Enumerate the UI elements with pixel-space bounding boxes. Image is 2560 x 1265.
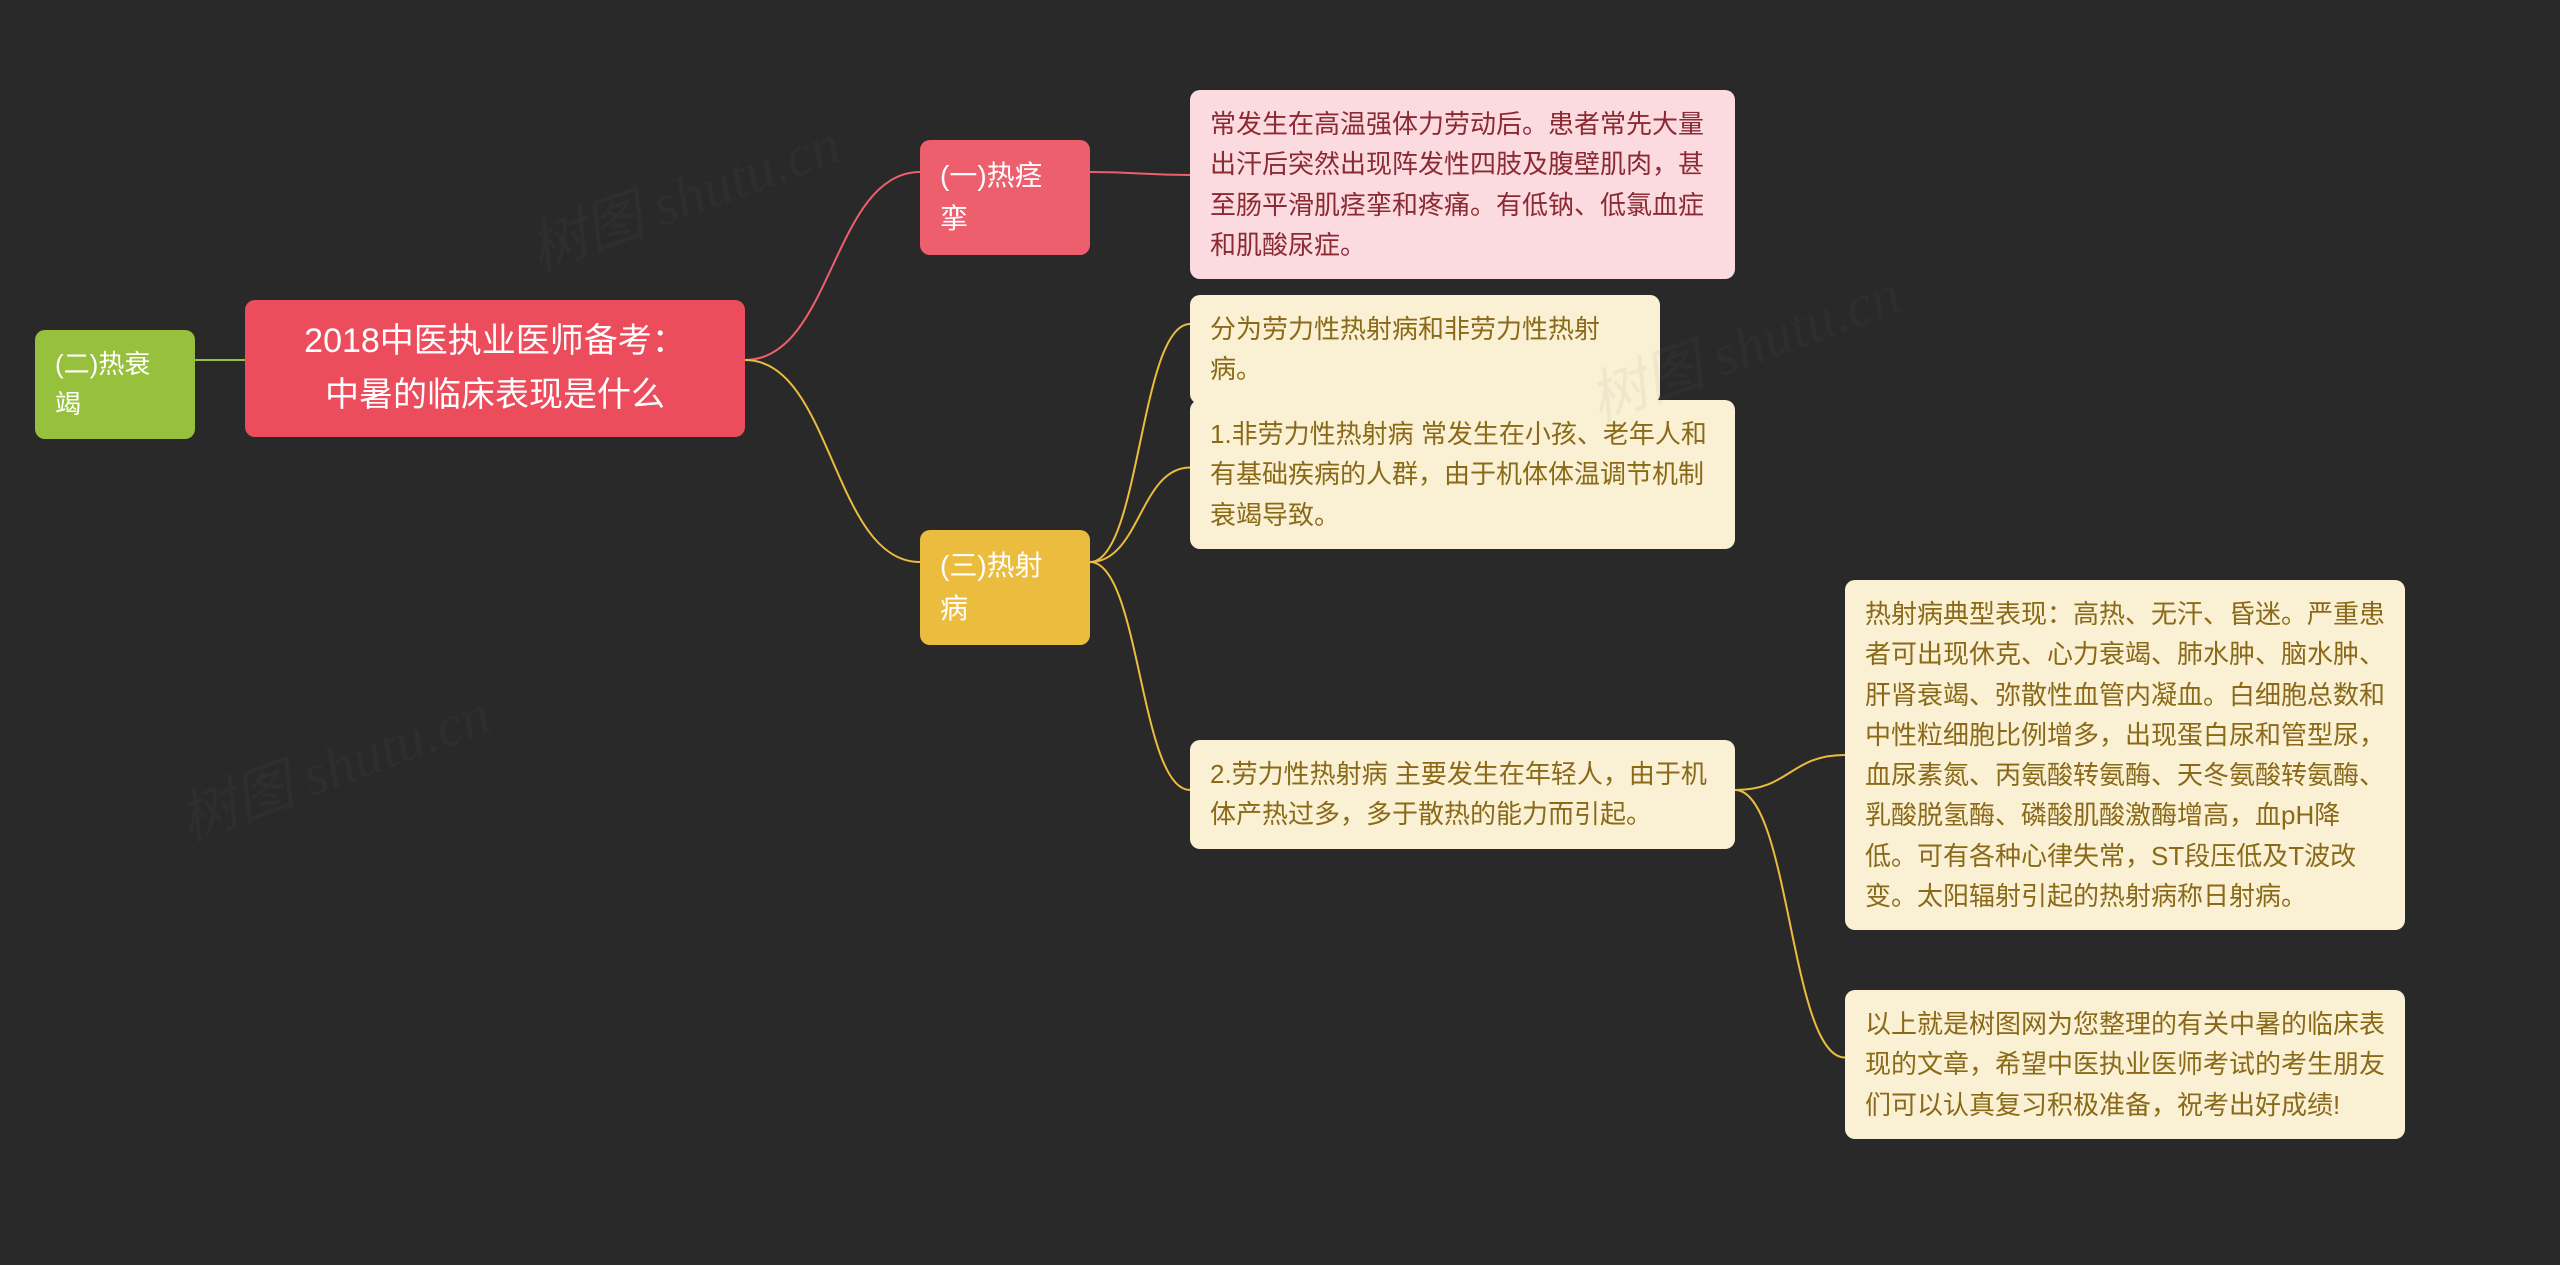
- watermark: 树图 shutu.cn: [165, 667, 500, 857]
- connector: [745, 360, 920, 562]
- connector: [1090, 324, 1190, 562]
- branch-heat-cramps[interactable]: (一)热痉挛: [920, 140, 1090, 255]
- leaf-heat-stroke-symptoms: 热射病典型表现：高热、无汗、昏迷。严重患者可出现休克、心力衰竭、肺水肿、脑水肿、…: [1845, 580, 2405, 930]
- watermark: 树图 shutu.cn: [515, 97, 850, 287]
- branch-heat-exhaustion[interactable]: (二)热衰竭: [35, 330, 195, 439]
- branch-heat-stroke[interactable]: (三)热射病: [920, 530, 1090, 645]
- connector: [1735, 790, 1845, 1058]
- connector: [1090, 468, 1190, 563]
- leaf-heat-cramps-desc: 常发生在高温强体力劳动后。患者常先大量出汗后突然出现阵发性四肢及腹壁肌肉，甚至肠…: [1190, 90, 1735, 279]
- connector: [1090, 562, 1190, 790]
- connector: [1735, 755, 1845, 790]
- connector: [745, 172, 920, 360]
- leaf-heat-stroke-types: 分为劳力性热射病和非劳力性热射病。: [1190, 295, 1660, 404]
- central-topic[interactable]: 2018中医执业医师备考：中暑的临床表现是什么: [245, 300, 745, 437]
- leaf-summary-note: 以上就是树图网为您整理的有关中暑的临床表现的文章，希望中医执业医师考试的考生朋友…: [1845, 990, 2405, 1139]
- leaf-exertional-heat-stroke: 2.劳力性热射病 主要发生在年轻人，由于机体产热过多，多于散热的能力而引起。: [1190, 740, 1735, 849]
- connector: [1090, 172, 1190, 175]
- leaf-non-exertional-heat-stroke: 1.非劳力性热射病 常发生在小孩、老年人和有基础疾病的人群，由于机体体温调节机制…: [1190, 400, 1735, 549]
